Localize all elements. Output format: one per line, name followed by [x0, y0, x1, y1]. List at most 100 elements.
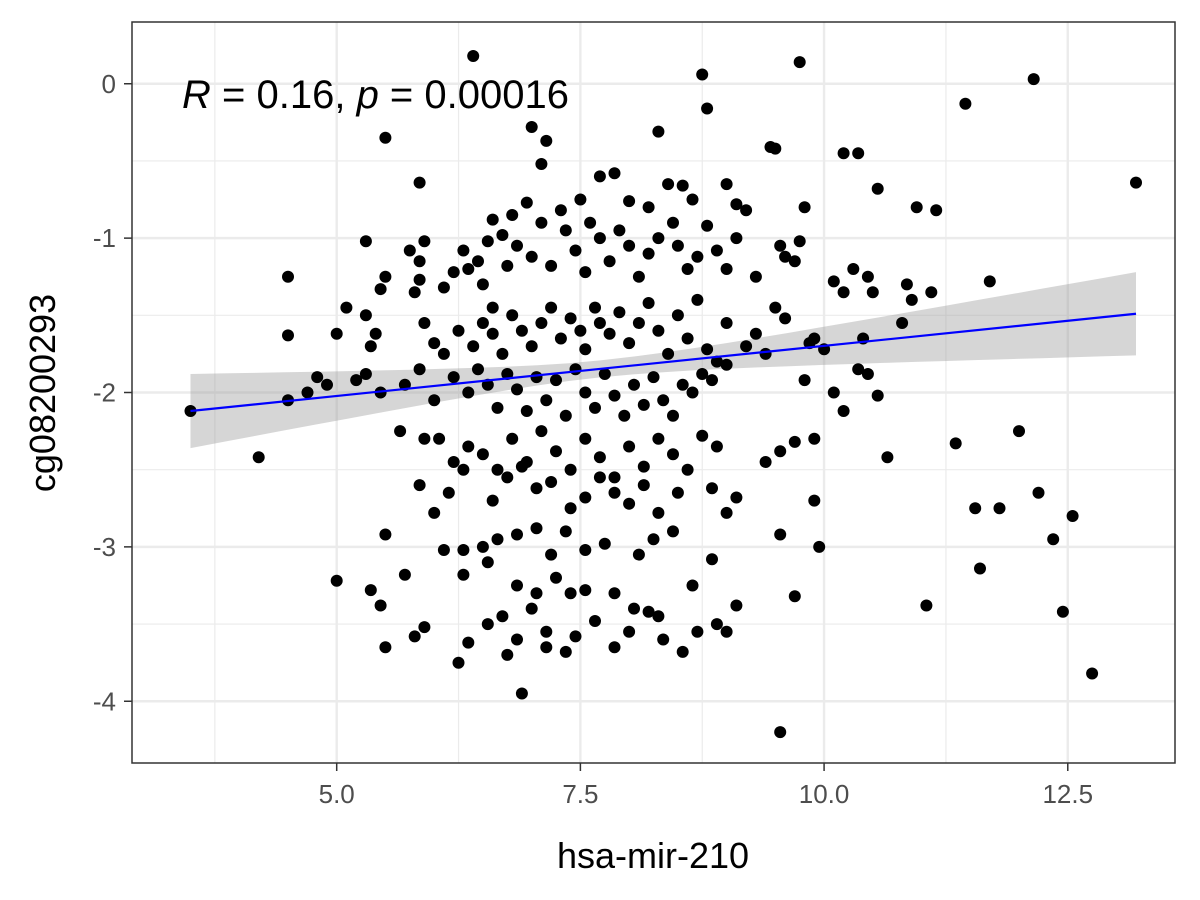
x-tick-label: 12.5	[1042, 779, 1093, 809]
data-point	[545, 301, 558, 314]
data-point	[428, 506, 441, 519]
data-point	[481, 618, 494, 631]
data-point	[598, 368, 611, 380]
data-point	[671, 309, 684, 322]
data-point	[696, 429, 709, 442]
data-point	[501, 648, 514, 661]
y-axis-title: cg08200293	[22, 294, 63, 492]
data-point	[730, 491, 743, 504]
data-point	[720, 506, 733, 519]
data-point	[428, 394, 441, 407]
data-point	[569, 363, 582, 376]
data-point	[447, 266, 460, 279]
data-point	[491, 533, 504, 546]
data-point	[550, 374, 562, 387]
data-point	[359, 368, 372, 380]
data-point	[486, 213, 499, 226]
data-point	[827, 386, 840, 399]
data-point	[559, 525, 572, 538]
data-point	[871, 182, 884, 195]
data-point	[301, 386, 314, 399]
data-point	[481, 556, 494, 569]
data-point	[413, 363, 426, 376]
data-point	[642, 201, 655, 214]
data-point	[437, 281, 450, 294]
data-point	[1130, 176, 1142, 189]
data-point	[472, 255, 484, 268]
data-point	[598, 537, 611, 550]
data-point	[511, 528, 523, 541]
data-point	[520, 196, 533, 209]
confidence-band	[190, 272, 1136, 449]
data-point	[793, 56, 806, 69]
data-point	[740, 340, 753, 353]
data-point	[413, 176, 426, 189]
data-point	[608, 167, 621, 180]
data-point	[501, 368, 514, 380]
data-point	[808, 494, 821, 507]
data-point	[525, 340, 538, 353]
y-tick-label: 0	[102, 69, 116, 99]
data-point	[925, 286, 938, 299]
data-point	[720, 263, 733, 275]
data-point	[525, 121, 538, 133]
data-point	[1066, 510, 1079, 522]
data-point	[637, 398, 650, 411]
data-point	[593, 317, 606, 329]
data-point	[681, 463, 694, 476]
data-point	[701, 219, 714, 232]
data-point	[706, 553, 718, 566]
data-point	[574, 193, 587, 206]
data-point	[408, 286, 421, 299]
data-point	[340, 301, 353, 314]
data-point	[647, 371, 660, 384]
data-point	[530, 522, 543, 535]
data-point	[652, 506, 665, 519]
data-point	[686, 386, 699, 399]
data-point	[788, 590, 801, 603]
data-point	[837, 405, 850, 417]
regression-line	[190, 312, 1137, 413]
data-point	[418, 432, 431, 445]
data-point	[667, 448, 679, 461]
data-point	[554, 332, 567, 345]
data-point	[623, 195, 636, 208]
data-point	[701, 102, 714, 115]
data-point	[779, 312, 792, 325]
p-symbol: p	[356, 73, 379, 117]
data-point	[569, 630, 582, 643]
data-point	[535, 216, 548, 229]
data-point	[486, 301, 499, 314]
data-point	[472, 363, 484, 376]
data-point	[759, 347, 772, 360]
data-point	[662, 178, 675, 191]
data-point	[710, 355, 723, 368]
data-point	[579, 544, 592, 556]
data-point	[779, 250, 792, 263]
data-point	[706, 482, 718, 495]
data-point	[720, 625, 733, 638]
data-point	[589, 301, 601, 314]
data-point	[515, 687, 528, 700]
data-point	[1047, 533, 1060, 546]
data-point	[628, 378, 640, 391]
data-point	[486, 494, 499, 507]
data-point	[637, 460, 650, 473]
data-point	[379, 131, 392, 144]
data-point	[608, 471, 621, 484]
data-point	[579, 343, 592, 356]
data-point	[691, 293, 704, 306]
data-point	[491, 401, 504, 414]
data-point	[457, 568, 470, 581]
data-point	[535, 317, 548, 329]
data-point	[798, 374, 811, 387]
data-points	[184, 50, 1142, 739]
data-point	[905, 293, 918, 306]
data-point	[511, 633, 523, 646]
data-point	[774, 726, 787, 739]
data-point	[681, 332, 694, 345]
data-point	[530, 482, 543, 495]
data-point	[730, 599, 743, 612]
data-point	[282, 329, 294, 342]
